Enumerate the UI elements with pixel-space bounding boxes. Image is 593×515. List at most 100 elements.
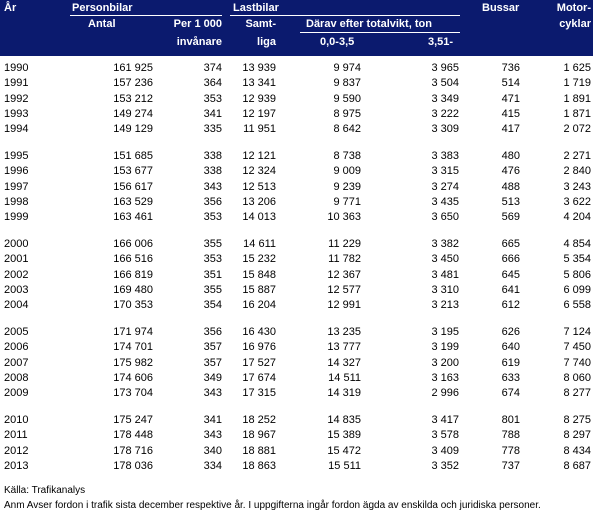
- table-cell: 14 511: [328, 371, 361, 384]
- table-cell: 641: [501, 283, 520, 296]
- table-cell: 343: [203, 387, 222, 400]
- table-cell: 174 701: [113, 341, 153, 354]
- table-cell: 8 738: [333, 150, 361, 162]
- table-cell: 15 232: [242, 253, 276, 266]
- header-cell: Motor-: [556, 2, 591, 14]
- table-cell: 156 617: [113, 180, 153, 193]
- table-cell: 3 352: [431, 459, 459, 472]
- table-cell: 13 777: [327, 341, 361, 354]
- year-cell: 1995: [4, 150, 29, 162]
- table-cell: 417: [501, 123, 520, 136]
- table-cell: 4 204: [563, 211, 591, 224]
- table-cell: 171 974: [113, 326, 153, 338]
- table-cell: 6 558: [563, 299, 591, 312]
- table-cell: 343: [203, 180, 222, 193]
- table-cell: 15 887: [242, 283, 276, 296]
- table-cell: 166 819: [113, 268, 153, 281]
- table-cell: 7 124: [563, 326, 591, 338]
- table-cell: 3 650: [431, 211, 459, 224]
- table-cell: 341: [203, 414, 222, 426]
- table-cell: 340: [203, 444, 222, 457]
- table-cell: 5 354: [563, 253, 591, 266]
- table-cell: 3 622: [563, 195, 591, 208]
- table-cell: 17 527: [242, 356, 276, 369]
- table-cell: 12 197: [242, 107, 276, 120]
- table-cell: 149 274: [113, 107, 153, 120]
- table-cell: 12 513: [242, 180, 276, 193]
- table-cell: 357: [203, 341, 222, 354]
- table-cell: 178 036: [113, 459, 153, 472]
- table-cell: 10 363: [327, 211, 361, 224]
- table-cell: 9 771: [333, 195, 361, 208]
- table-cell: 12 121: [242, 150, 276, 162]
- header-rule: [230, 15, 460, 16]
- table-cell: 153 212: [113, 92, 153, 105]
- table-cell: 737: [501, 459, 520, 472]
- table-cell: 178 716: [113, 444, 153, 457]
- table-cell: 3 578: [431, 429, 459, 442]
- year-cell: 1997: [4, 180, 29, 193]
- table-cell: 357: [203, 356, 222, 369]
- table-cell: 9 590: [333, 92, 361, 105]
- table-cell: 612: [501, 299, 520, 312]
- table-cell: 3 309: [431, 123, 459, 136]
- table-cell: 1 871: [563, 107, 591, 120]
- table-cell: 2 996: [431, 387, 459, 400]
- table-cell: 9 239: [333, 180, 361, 193]
- table-cell: 16 204: [242, 299, 276, 312]
- header-cell: liga: [257, 36, 276, 48]
- table-cell: 11 229: [328, 238, 361, 250]
- header-cell: 3,51-: [428, 36, 454, 48]
- table-cell: 166 006: [113, 238, 153, 250]
- table-cell: 169 480: [113, 283, 153, 296]
- table-cell: 334: [203, 459, 222, 472]
- table-cell: 3 163: [431, 371, 459, 384]
- table-cell: 173 704: [113, 387, 153, 400]
- table-cell: 3 383: [431, 150, 459, 162]
- table-cell: 13 939: [242, 62, 276, 74]
- header-rule: [300, 32, 460, 33]
- table-cell: 3 195: [431, 326, 459, 338]
- year-cell: 2011: [4, 429, 28, 442]
- header-cell: År: [4, 2, 17, 14]
- table-cell: 6 099: [563, 283, 591, 296]
- table-cell: 1 891: [563, 92, 591, 105]
- table-cell: 3 274: [431, 180, 459, 193]
- note: Anm Avser fordon i trafik sista december…: [4, 500, 541, 511]
- table-cell: 161 925: [113, 62, 153, 74]
- table-cell: 788: [501, 429, 520, 442]
- table-cell: 13 341: [242, 77, 276, 90]
- table-cell: 178 448: [113, 429, 153, 442]
- table-cell: 343: [203, 429, 222, 442]
- year-cell: 2008: [4, 371, 29, 384]
- year-cell: 2001: [4, 253, 29, 266]
- header-cell: Antal: [88, 18, 116, 30]
- table-cell: 778: [501, 444, 520, 457]
- table-cell: 354: [203, 299, 222, 312]
- table-cell: 12 939: [242, 92, 276, 105]
- table-cell: 338: [203, 150, 222, 162]
- year-cell: 2009: [4, 387, 29, 400]
- table-cell: 15 389: [327, 429, 361, 442]
- table-cell: 18 863: [242, 459, 276, 472]
- table-cell: 12 991: [327, 299, 361, 312]
- table-cell: 3 222: [431, 107, 459, 120]
- table-cell: 3 315: [431, 165, 459, 178]
- header-rule: [70, 15, 222, 16]
- table-cell: 12 324: [242, 165, 276, 178]
- table-cell: 11 782: [328, 253, 361, 266]
- table-cell: 5 806: [563, 268, 591, 281]
- table-cell: 3 243: [563, 180, 591, 193]
- table-cell: 166 516: [113, 253, 153, 266]
- table-cell: 163 461: [113, 211, 153, 224]
- table-cell: 3 382: [431, 238, 459, 250]
- table-cell: 341: [203, 107, 222, 120]
- table-cell: 355: [203, 238, 222, 250]
- table-cell: 666: [501, 253, 520, 266]
- table-cell: 3 200: [431, 356, 459, 369]
- table-cell: 15 848: [242, 268, 276, 281]
- table-cell: 2 840: [563, 165, 591, 178]
- table-cell: 18 967: [242, 429, 276, 442]
- table-cell: 8 297: [563, 429, 591, 442]
